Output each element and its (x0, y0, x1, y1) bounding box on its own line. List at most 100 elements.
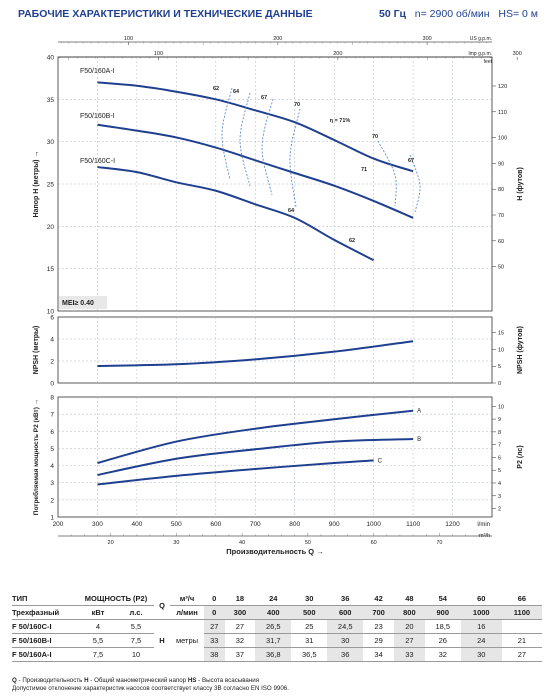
page-header: РАБОЧИЕ ХАРАКТЕРИСТИКИ И ТЕХНИЧЕСКИЕ ДАН… (18, 8, 538, 28)
head-panel-ytick-label: 15 (47, 266, 55, 273)
power-panel-ytick-label: 1 (50, 515, 54, 522)
power-panel-ytick-label: 4 (50, 463, 54, 470)
head-y-axis-label: Напор H (метры) → (33, 151, 40, 218)
h-symbol: H (154, 619, 170, 662)
suction-label: HS= 0 м (498, 8, 538, 20)
us-gpm-tick-label: 200 (273, 36, 282, 42)
table-row: F 50/160A-I 7,5 10 38 37 36,8 36,5 36 34… (12, 647, 542, 662)
head-right-axis-label: H (футов) (517, 167, 524, 201)
frequency-label: 50 Гц (379, 8, 407, 20)
power-panel-ytick-label: 6 (50, 429, 54, 436)
imp-gpm-label: Imp g.p.m. (468, 51, 492, 57)
efficiency-label: 70 (294, 102, 300, 108)
head-panel-right-tick-label: 50 (498, 265, 504, 271)
npsh-panel-ytick-label: 4 (50, 337, 54, 344)
head-cell: 24,5 (327, 619, 364, 634)
head-cell: 26 (424, 633, 461, 648)
efficiency-label: 67 (261, 95, 267, 101)
power-panel-right-tick-label: 9 (498, 417, 501, 423)
head-panel-right-tick-label: 120 (498, 84, 507, 90)
head-panel-ytick-label: 30 (47, 139, 55, 146)
efficiency-isoline (377, 140, 397, 207)
head-cell: 30 (460, 647, 502, 662)
m3h-unit-label: m³/h (479, 533, 490, 539)
efficiency-label: 71 (361, 167, 367, 173)
speed-label: n= 2900 об/мин (414, 8, 490, 20)
table-row: F 50/160B-I 5,5 7,5 33 32 31,7 31 30 29 … (12, 633, 542, 648)
q-m3h-cell: 24 (255, 592, 292, 606)
q-m3h-cell: 0 (204, 592, 225, 606)
table-header-row: ТИП МОЩНОСТЬ (P2) Q м³/ч 0 18 24 30 36 4… (12, 592, 542, 620)
q-lmin-cell: 1000 (460, 605, 502, 620)
power-curve-C (97, 459, 374, 486)
power-panel-right-tick-label: 10 (498, 404, 504, 410)
x-tick-label: 600 (210, 521, 221, 528)
footnote-legend: Q - Производительность H - Общий маномет… (12, 677, 289, 685)
q-lmin-cell: 300 (224, 605, 256, 620)
q-m3h-cell: 42 (363, 592, 394, 606)
head-panel-right-tick-label: 90 (498, 161, 504, 167)
head-cell: 27 (204, 619, 225, 634)
head-cell: 32 (224, 633, 256, 648)
efficiency-label: 62 (213, 86, 219, 92)
head-curve-F50/160C-I (97, 166, 375, 262)
q-m3h-cell: 30 (291, 592, 328, 606)
q-lmin-cell: 400 (255, 605, 292, 620)
model-cell: F 50/160C-I (12, 619, 78, 634)
head-panel-right-tick-label: 70 (498, 213, 504, 219)
model-cell: F 50/160B-I (12, 633, 78, 648)
imp-gpm-tick-label: 200 (333, 51, 342, 57)
head-cell: 36,5 (291, 647, 328, 662)
efficiency-isoline (409, 154, 421, 213)
page-title: РАБОЧИЕ ХАРАКТЕРИСТИКИ И ТЕХНИЧЕСКИЕ ДАН… (18, 8, 313, 20)
efficiency-isoline (221, 87, 233, 181)
x-tick-label: 1000 (366, 521, 381, 528)
head-cell: 27 (224, 619, 256, 634)
footnote-tolerance: Допустимое отклонение характеристик насо… (12, 685, 289, 692)
npsh-panel-ytick-label: 0 (50, 381, 54, 388)
efficiency-label: η = 71% (330, 118, 351, 124)
footnote-hs-text: - Высота всасывания (196, 677, 260, 684)
q-m3h-cell: 66 (501, 592, 542, 606)
power-panel-ytick-label: 7 (50, 412, 54, 419)
table-row: F 50/160C-I 4 5,5 H метры 27 27 26,5 25 … (12, 619, 542, 662)
footnote-h-symbol: H (84, 677, 89, 684)
power-y-axis-label: Потребляемая мощность P2 (кВт) → (32, 399, 40, 515)
q-m3h-cell: 54 (424, 592, 461, 606)
head-panel-ytick-label: 35 (47, 97, 55, 104)
footnote-q-symbol: Q (12, 677, 17, 684)
head-curve-F50/160B-I (97, 123, 414, 219)
power-panel-right-tick-label: 6 (498, 455, 501, 461)
power-panel-right-tick-label: 3 (498, 494, 501, 500)
m3h-tick-label: 50 (305, 540, 311, 546)
operating-conditions: 50 Гц n= 2900 об/мин HS= 0 м (379, 8, 538, 20)
q-unit-lmin: л/мин (170, 605, 204, 620)
q-m3h-cell: 48 (393, 592, 425, 606)
h-unit: метры (170, 619, 204, 662)
kw-cell: 5,5 (78, 633, 118, 648)
kw-cell: 4 (78, 619, 118, 634)
efficiency-label: 62 (349, 238, 355, 244)
m3h-tick-label: 40 (239, 540, 245, 546)
head-cell: 24 (460, 633, 502, 648)
q-lmin-cell: 800 (393, 605, 425, 620)
efficiency-isoline (261, 98, 274, 196)
head-cell: 36 (327, 647, 364, 662)
mei-badge-bg (59, 296, 107, 309)
power-panel-ytick-label: 5 (50, 446, 54, 453)
efficiency-isoline (239, 92, 251, 187)
npsh-panel-ytick-label: 2 (50, 359, 54, 366)
power-panel-right-tick-label: 4 (498, 481, 501, 487)
npsh-curve (97, 340, 414, 367)
power-series-label: C (378, 458, 383, 464)
efficiency-label: 64 (288, 208, 295, 214)
power-series-label: A (417, 409, 421, 415)
footnote-h-text: - Общий манометрический напор (88, 677, 188, 684)
m3h-tick-label: 70 (436, 540, 442, 546)
npsh-panel-right-tick-label: 15 (498, 331, 504, 337)
head-cell: 30 (327, 633, 364, 648)
m3h-tick-label: 30 (173, 540, 179, 546)
head-cell: 33 (204, 633, 225, 648)
mei-annotation: MEI≥ 0.40 (62, 300, 94, 307)
x-tick-label: 700 (250, 521, 261, 528)
